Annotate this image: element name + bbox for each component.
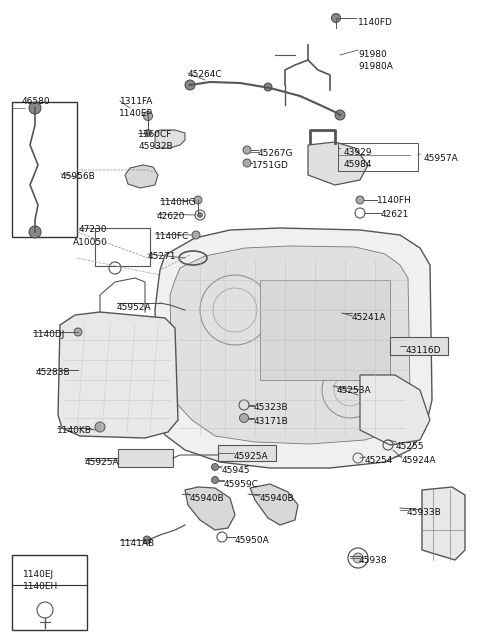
- Text: 45938: 45938: [359, 556, 388, 565]
- Circle shape: [185, 80, 195, 90]
- Text: 45956B: 45956B: [61, 172, 96, 181]
- Text: 91980A: 91980A: [358, 62, 393, 71]
- Text: 1140EH: 1140EH: [23, 582, 58, 591]
- Text: 45933B: 45933B: [407, 508, 442, 517]
- Text: 45959C: 45959C: [224, 480, 259, 489]
- Text: 43171B: 43171B: [254, 417, 289, 426]
- Text: 45950A: 45950A: [235, 536, 270, 545]
- Bar: [260, 280, 390, 380]
- Polygon shape: [155, 228, 432, 468]
- Circle shape: [194, 196, 202, 204]
- Circle shape: [144, 130, 152, 137]
- Polygon shape: [58, 312, 178, 438]
- Text: 45253A: 45253A: [337, 386, 372, 395]
- Polygon shape: [360, 375, 430, 445]
- Circle shape: [192, 231, 200, 239]
- Text: 45264C: 45264C: [188, 70, 223, 79]
- Text: 43929: 43929: [344, 148, 372, 157]
- Circle shape: [29, 102, 41, 114]
- Text: 46580: 46580: [22, 97, 50, 106]
- Text: 1140FH: 1140FH: [377, 196, 412, 205]
- Circle shape: [243, 159, 251, 167]
- Text: 1311FA: 1311FA: [120, 97, 154, 106]
- Polygon shape: [170, 246, 410, 444]
- Text: 1360CF: 1360CF: [138, 130, 172, 139]
- Text: 42621: 42621: [381, 210, 409, 219]
- Text: 47230: 47230: [79, 225, 108, 234]
- Text: 1140KB: 1140KB: [57, 426, 92, 435]
- Text: 45932B: 45932B: [139, 142, 174, 151]
- Text: 45952A: 45952A: [117, 303, 152, 312]
- Text: 45254: 45254: [365, 456, 394, 465]
- Circle shape: [264, 83, 272, 91]
- Circle shape: [212, 476, 218, 483]
- Circle shape: [356, 196, 364, 204]
- Text: 45255: 45255: [396, 442, 424, 451]
- Circle shape: [332, 13, 340, 22]
- Text: 91980: 91980: [358, 50, 387, 59]
- Text: 45323B: 45323B: [254, 403, 288, 412]
- Circle shape: [29, 226, 41, 238]
- Text: 1140DJ: 1140DJ: [33, 330, 65, 339]
- Text: 45925A: 45925A: [234, 452, 269, 461]
- Circle shape: [197, 213, 203, 218]
- Bar: [12, 102, 77, 237]
- Circle shape: [240, 413, 249, 422]
- Bar: [218, 445, 276, 461]
- Text: 1751GD: 1751GD: [252, 161, 289, 170]
- Text: 1140EJ: 1140EJ: [23, 570, 54, 579]
- Text: 1140EP: 1140EP: [119, 109, 153, 118]
- Text: 45984: 45984: [344, 160, 372, 169]
- Circle shape: [335, 110, 345, 120]
- Circle shape: [144, 112, 153, 121]
- Polygon shape: [390, 337, 448, 355]
- Polygon shape: [125, 165, 158, 188]
- Text: 1140FD: 1140FD: [358, 18, 393, 27]
- Bar: [95, 228, 150, 266]
- Circle shape: [212, 464, 218, 471]
- Text: 1140HG: 1140HG: [160, 198, 197, 207]
- Text: A10050: A10050: [73, 238, 108, 247]
- Polygon shape: [250, 484, 298, 525]
- Text: 45267G: 45267G: [258, 149, 293, 158]
- Circle shape: [74, 328, 82, 336]
- Bar: [118, 449, 173, 467]
- Text: 45271: 45271: [148, 252, 177, 261]
- Circle shape: [143, 536, 151, 544]
- Bar: [338, 143, 418, 171]
- Text: 1141AB: 1141AB: [120, 539, 155, 548]
- Text: 45957A: 45957A: [424, 154, 459, 163]
- Text: 1140FC: 1140FC: [155, 232, 189, 241]
- Bar: [12, 555, 87, 630]
- Text: 45940B: 45940B: [260, 494, 295, 503]
- Polygon shape: [185, 487, 235, 530]
- Text: 45925A: 45925A: [85, 458, 120, 467]
- Text: 45945: 45945: [222, 466, 251, 475]
- Text: 45924A: 45924A: [402, 456, 436, 465]
- Text: 42620: 42620: [157, 212, 185, 221]
- Circle shape: [243, 146, 251, 154]
- Text: 45283B: 45283B: [36, 368, 71, 377]
- Polygon shape: [155, 130, 185, 148]
- Circle shape: [353, 553, 363, 563]
- Text: 45940B: 45940B: [190, 494, 225, 503]
- Polygon shape: [308, 142, 368, 185]
- Text: 45241A: 45241A: [352, 313, 386, 322]
- Circle shape: [95, 422, 105, 432]
- Polygon shape: [422, 487, 465, 560]
- Text: 43116D: 43116D: [406, 346, 442, 355]
